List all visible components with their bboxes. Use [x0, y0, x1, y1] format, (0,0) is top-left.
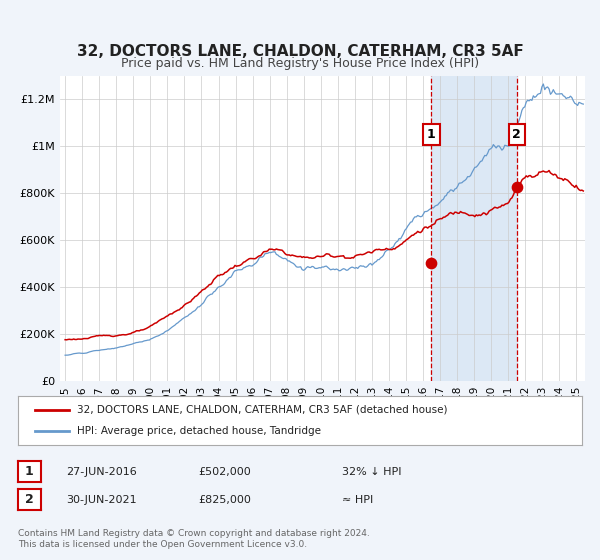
Text: 2: 2 — [512, 128, 521, 141]
Text: 1: 1 — [25, 465, 34, 478]
Text: Price paid vs. HM Land Registry's House Price Index (HPI): Price paid vs. HM Land Registry's House … — [121, 57, 479, 70]
Text: 32, DOCTORS LANE, CHALDON, CATERHAM, CR3 5AF: 32, DOCTORS LANE, CHALDON, CATERHAM, CR3… — [77, 44, 523, 59]
Text: This data is licensed under the Open Government Licence v3.0.: This data is licensed under the Open Gov… — [18, 540, 307, 549]
Bar — [431, 76, 517, 381]
Text: £825,000: £825,000 — [198, 494, 251, 505]
Text: 27-JUN-2016: 27-JUN-2016 — [66, 466, 137, 477]
Text: HPI: Average price, detached house, Tandridge: HPI: Average price, detached house, Tand… — [77, 426, 321, 436]
Text: 2: 2 — [25, 493, 34, 506]
Text: 32, DOCTORS LANE, CHALDON, CATERHAM, CR3 5AF (detached house): 32, DOCTORS LANE, CHALDON, CATERHAM, CR3… — [77, 405, 448, 415]
Point — [512, 183, 521, 192]
Text: 30-JUN-2021: 30-JUN-2021 — [66, 494, 137, 505]
Text: ≈ HPI: ≈ HPI — [342, 494, 373, 505]
Point — [427, 259, 436, 268]
Text: 32% ↓ HPI: 32% ↓ HPI — [342, 466, 401, 477]
Text: Contains HM Land Registry data © Crown copyright and database right 2024.: Contains HM Land Registry data © Crown c… — [18, 529, 370, 538]
Text: 1: 1 — [427, 128, 436, 141]
Text: £502,000: £502,000 — [198, 466, 251, 477]
